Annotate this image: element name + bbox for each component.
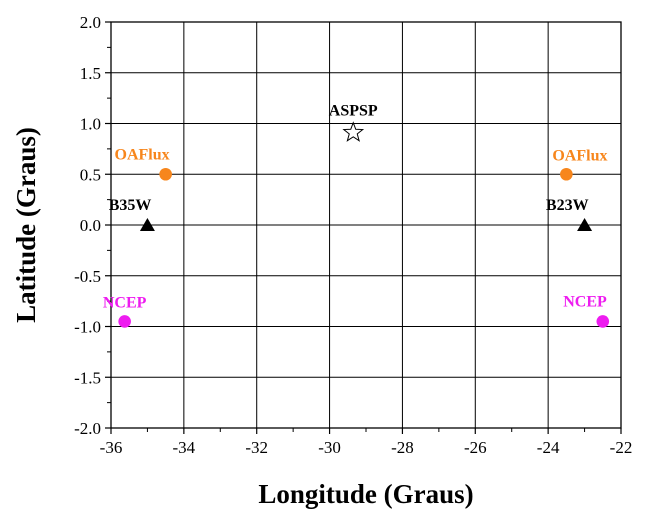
oaflux-label: OAFlux [115,146,170,163]
x-axis-title: Longitude (Graus) [258,479,473,509]
x-tick-label: -28 [391,438,414,457]
oaflux-label: OAFlux [552,147,607,164]
ncep-point [596,315,610,328]
x-tick-label: -34 [173,438,196,457]
grid-lines [110,21,622,429]
y-tick-label: -2.0 [74,419,101,438]
aspsp-label: ASPSP [329,103,378,120]
y-tick-label: -1.0 [74,318,101,337]
x-tick-label: -36 [100,438,123,457]
b35w-point [139,218,155,231]
y-axis-title: Latitude (Graus) [11,127,41,323]
ncep-point [118,315,131,328]
y-tick-label: 2.0 [80,13,101,32]
axis-ticks: -36 -34 -32 -30 -28 -26 -24 -22 2.0 1.5 1.0 0.5 0.0 -… [74,13,632,457]
b23w-point [577,218,593,231]
x-tick-label: -24 [537,438,560,457]
oaflux-point [560,167,573,181]
y-tick-label: -1.5 [74,368,101,387]
x-tick-label: -26 [464,438,487,457]
x-tick-label: -32 [245,438,268,457]
y-tick-label: 1.0 [80,115,101,134]
x-tick-label: -22 [610,438,633,457]
b35w-label: B35W [109,197,152,214]
data-points: ASPSP OAFlux OAFlux B35W B23W NCEP NCEP [103,103,610,328]
oaflux-point [159,167,172,181]
x-tick-label: -30 [318,438,341,457]
ncep-label: NCEP [563,293,607,310]
y-tick-label: 0.5 [80,165,101,184]
y-tick-label: -0.5 [74,267,101,286]
y-tick-label: 1.5 [80,64,101,83]
ncep-label: NCEP [103,294,147,311]
aspsp-point [342,121,365,142]
y-tick-label: 0.0 [80,216,101,235]
b23w-label: B23W [546,197,589,214]
